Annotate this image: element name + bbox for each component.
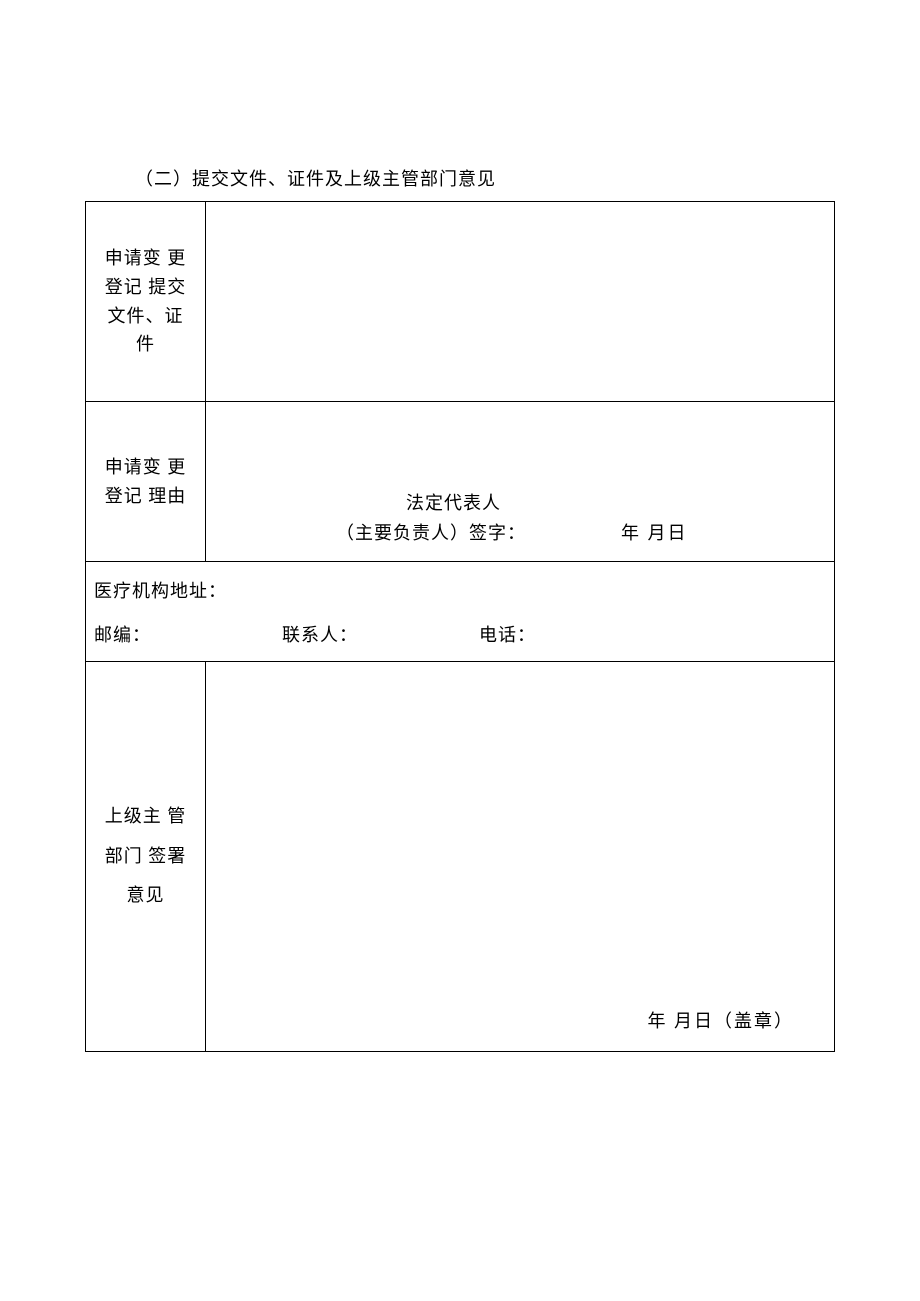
- stamp-block: 年 月日（盖章）: [226, 672, 814, 1041]
- row1-label: 申请变 更登记 提交文件、证件: [86, 202, 206, 402]
- contact-info-line: 邮编： 联系人： 电话：: [94, 621, 826, 647]
- table-row-contact: 医疗机构地址： 邮编： 联系人： 电话：: [86, 562, 835, 662]
- row4-label: 上级主 管部门 签署 意见: [86, 662, 206, 1052]
- row3-content: 医疗机构地址： 邮编： 联系人： 电话：: [86, 562, 835, 662]
- signature-block: 法定代表人 （主要负责人）签字： 年 月日: [226, 412, 814, 551]
- stamp-date: 年 月日（盖章）: [648, 1007, 795, 1033]
- signature-title: 法定代表人: [406, 489, 501, 515]
- contact-person-label: 联系人：: [282, 621, 358, 647]
- signature-date: 年 月日: [621, 519, 688, 545]
- document-page: （二）提交文件、证件及上级主管部门意见 申请变 更登记 提交文件、证件 申请变 …: [0, 0, 920, 1052]
- postcode-label: 邮编：: [94, 621, 151, 647]
- row1-content: [206, 202, 835, 402]
- table-row-opinion: 上级主 管部门 签署 意见 年 月日（盖章）: [86, 662, 835, 1052]
- form-table: 申请变 更登记 提交文件、证件 申请变 更登记 理由 法定代表人 （主要负责人）…: [85, 201, 835, 1052]
- address-line: 医疗机构地址：: [94, 577, 826, 603]
- row2-content: 法定代表人 （主要负责人）签字： 年 月日: [206, 402, 835, 562]
- row4-content: 年 月日（盖章）: [206, 662, 835, 1052]
- signature-label: （主要负责人）签字：: [336, 519, 526, 545]
- row2-label: 申请变 更登记 理由: [86, 402, 206, 562]
- address-label: 医疗机构地址：: [94, 577, 227, 603]
- contact-block: 医疗机构地址： 邮编： 联系人： 电话：: [86, 565, 834, 659]
- phone-label: 电话：: [479, 621, 536, 647]
- section-title: （二）提交文件、证件及上级主管部门意见: [135, 165, 835, 191]
- table-row-documents: 申请变 更登记 提交文件、证件: [86, 202, 835, 402]
- table-row-reason: 申请变 更登记 理由 法定代表人 （主要负责人）签字： 年 月日: [86, 402, 835, 562]
